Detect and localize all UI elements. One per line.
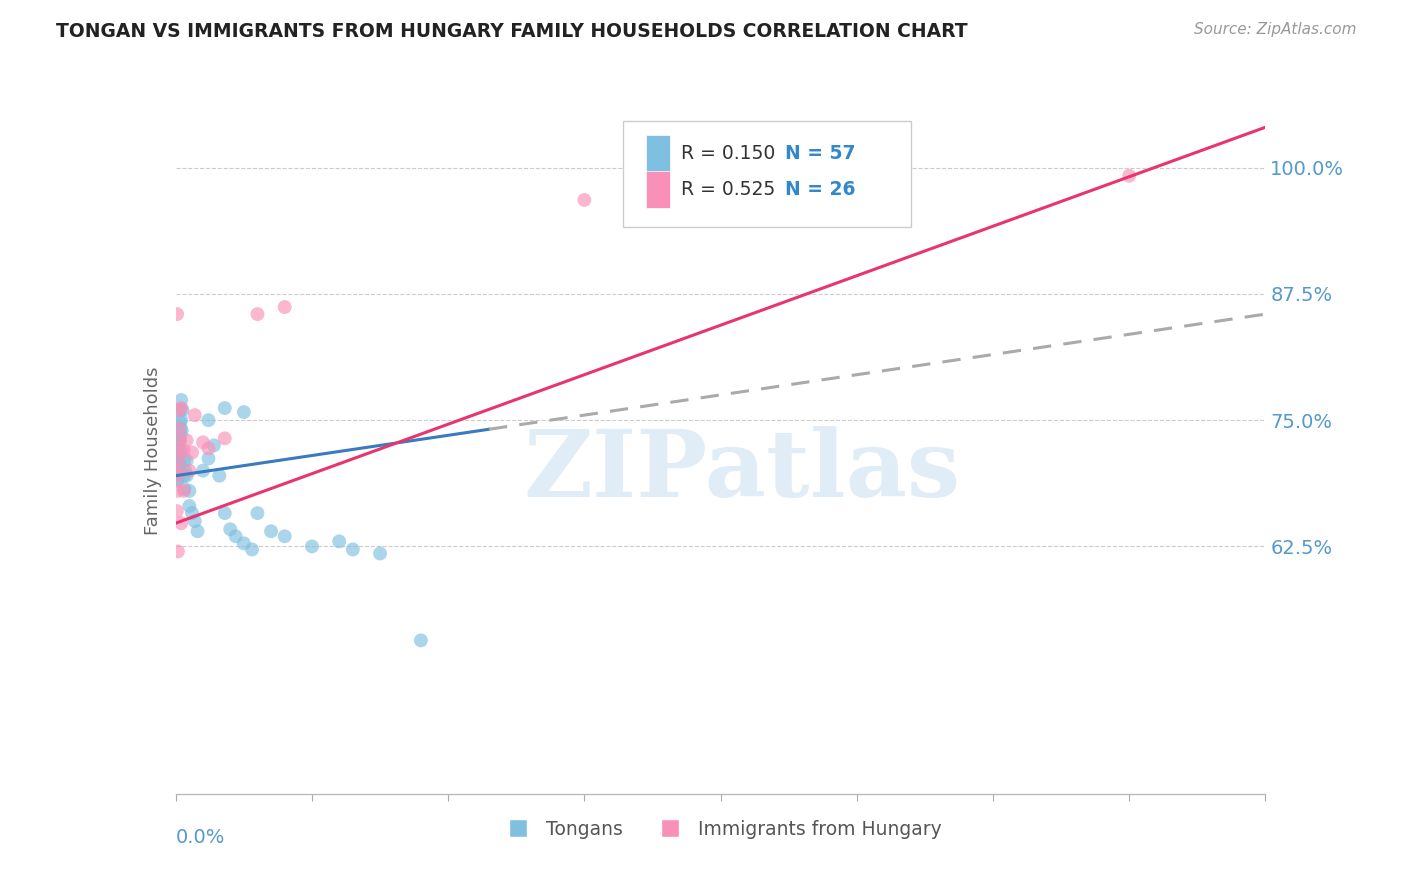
Point: [179, 464, 201, 478]
Text: TONGAN VS IMMIGRANTS FROM HUNGARY FAMILY HOUSEHOLDS CORRELATION CHART: TONGAN VS IMMIGRANTS FROM HUNGARY FAMILY…: [56, 22, 967, 41]
Point: [170, 443, 193, 458]
Legend: Tongans, Immigrants from Hungary: Tongans, Immigrants from Hungary: [492, 813, 949, 847]
Point: [169, 434, 191, 448]
Point: [214, 401, 236, 415]
Point: [169, 458, 191, 473]
Bar: [647, 135, 671, 173]
Text: R = 0.525: R = 0.525: [682, 180, 776, 199]
Point: [166, 483, 188, 498]
Point: [166, 464, 188, 478]
Point: [167, 461, 190, 475]
Point: [197, 413, 219, 427]
Text: Source: ZipAtlas.com: Source: ZipAtlas.com: [1194, 22, 1357, 37]
Point: [169, 443, 191, 458]
Point: [186, 524, 209, 539]
Bar: [647, 170, 671, 209]
Point: [176, 468, 198, 483]
Point: [260, 524, 283, 539]
Point: [225, 529, 247, 543]
Text: ZIPatlas: ZIPatlas: [524, 426, 960, 516]
Point: [172, 403, 194, 417]
Point: [219, 522, 242, 536]
Point: [181, 445, 204, 459]
Point: [166, 466, 188, 480]
Point: [167, 466, 190, 480]
Point: [1118, 169, 1140, 183]
Point: [169, 415, 191, 429]
Point: [173, 483, 195, 498]
Point: [166, 468, 188, 483]
Point: [169, 434, 191, 448]
FancyBboxPatch shape: [623, 120, 911, 227]
Point: [169, 403, 191, 417]
Point: [328, 534, 350, 549]
Point: [167, 453, 190, 467]
Point: [169, 421, 191, 435]
Point: [368, 546, 391, 561]
Point: [170, 392, 193, 407]
Point: [173, 443, 195, 458]
Point: [214, 506, 236, 520]
Point: [166, 453, 188, 467]
Point: [167, 421, 190, 435]
Point: [169, 445, 191, 459]
Point: [174, 464, 197, 478]
Point: [169, 428, 191, 442]
Point: [191, 435, 214, 450]
Point: [202, 438, 225, 452]
Point: [184, 408, 207, 422]
Y-axis label: Family Households: Family Households: [143, 367, 162, 534]
Point: [173, 482, 195, 496]
Point: [166, 307, 188, 321]
Point: [246, 506, 269, 520]
Point: [170, 401, 193, 415]
Point: [167, 403, 190, 417]
Point: [574, 193, 596, 207]
Point: [166, 468, 188, 483]
Point: [167, 453, 190, 467]
Point: [191, 464, 214, 478]
Point: [167, 449, 190, 463]
Point: [167, 544, 190, 558]
Point: [179, 483, 201, 498]
Point: [170, 516, 193, 531]
Point: [170, 413, 193, 427]
Point: [232, 405, 254, 419]
Point: [170, 423, 193, 437]
Point: [274, 529, 297, 543]
Point: [167, 443, 190, 458]
Point: [167, 434, 190, 448]
Point: [246, 307, 269, 321]
Point: [409, 633, 432, 648]
Point: [181, 506, 204, 520]
Point: [176, 434, 198, 448]
Point: [166, 472, 188, 486]
Point: [173, 468, 195, 483]
Point: [166, 464, 188, 478]
Text: N = 26: N = 26: [785, 180, 855, 199]
Point: [240, 542, 263, 557]
Point: [179, 499, 201, 513]
Point: [232, 536, 254, 550]
Point: [166, 458, 188, 473]
Point: [173, 453, 195, 467]
Point: [166, 504, 188, 518]
Point: [208, 468, 231, 483]
Point: [342, 542, 364, 557]
Text: N = 57: N = 57: [785, 145, 855, 163]
Text: R = 0.150: R = 0.150: [682, 145, 776, 163]
Point: [184, 514, 207, 528]
Point: [274, 300, 297, 314]
Point: [166, 464, 188, 478]
Point: [301, 540, 323, 554]
Point: [214, 431, 236, 445]
Point: [197, 451, 219, 466]
Text: 0.0%: 0.0%: [176, 828, 225, 847]
Point: [166, 474, 188, 488]
Point: [197, 442, 219, 456]
Point: [176, 453, 198, 467]
